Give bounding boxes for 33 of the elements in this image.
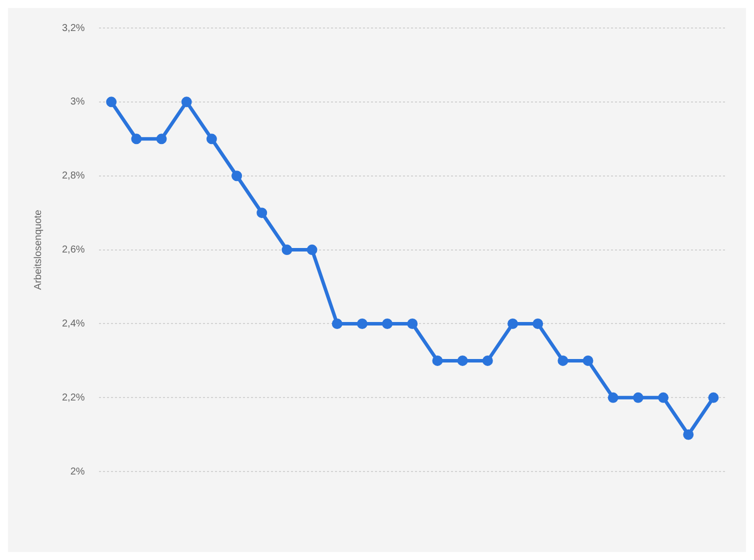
point	[482, 355, 493, 366]
point	[532, 318, 544, 329]
point	[683, 429, 694, 440]
point	[632, 392, 644, 403]
point	[306, 244, 318, 256]
point	[407, 318, 418, 329]
point	[156, 134, 167, 144]
point	[558, 355, 568, 366]
point	[382, 318, 393, 329]
y-tick-label: 2,2%	[62, 392, 85, 404]
point	[582, 355, 594, 366]
y-tick-label: 3,2%	[62, 22, 85, 34]
point	[708, 392, 719, 403]
point	[508, 318, 518, 329]
point	[131, 134, 142, 144]
y-tick-label: 2,6%	[62, 244, 85, 256]
y-tick-label: 2,4%	[62, 318, 85, 330]
point	[206, 134, 217, 144]
point	[332, 318, 342, 329]
point	[181, 96, 192, 108]
point	[282, 244, 292, 256]
y-tick-label: 3%	[70, 96, 85, 108]
point	[356, 318, 368, 329]
point	[232, 170, 242, 182]
point	[106, 96, 117, 108]
point	[256, 208, 268, 218]
point	[457, 355, 468, 366]
y-axis-title: Arbeitslosenquote	[32, 209, 44, 290]
point	[608, 392, 618, 403]
y-tick-label: 2,8%	[62, 170, 85, 182]
point	[658, 392, 669, 403]
point	[432, 355, 443, 366]
y-tick-label: 2%	[70, 466, 85, 478]
